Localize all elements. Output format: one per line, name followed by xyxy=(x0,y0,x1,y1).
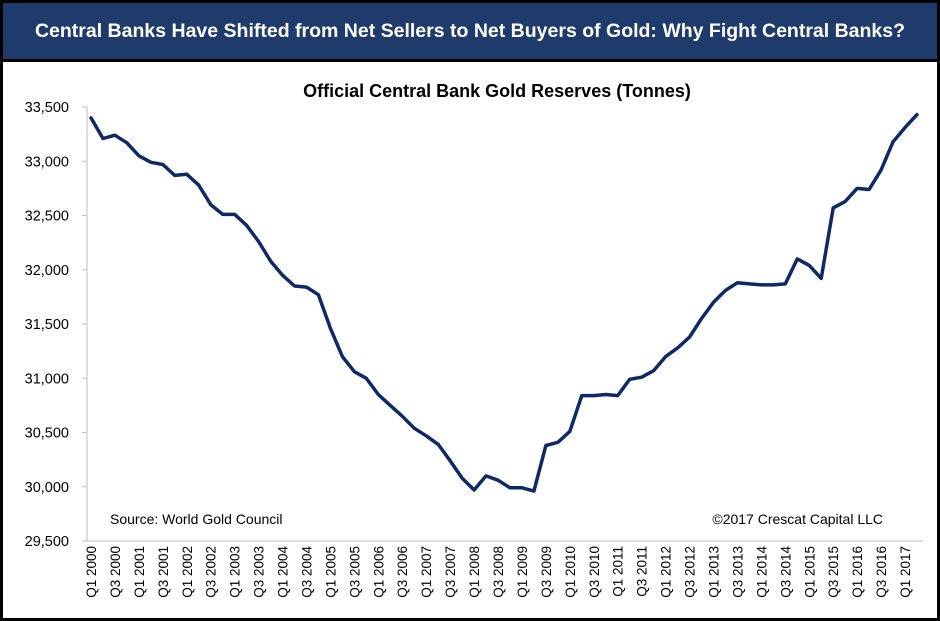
x-tick-label: Q1 2010 xyxy=(563,546,578,598)
x-tick-label: Q1 2005 xyxy=(323,546,338,598)
x-tick-label: Q1 2014 xyxy=(754,546,769,598)
y-tick-label: 30,500 xyxy=(25,426,69,442)
x-tick-label: Q1 2015 xyxy=(802,546,817,598)
series-line-gold-reserves xyxy=(89,112,919,493)
x-tick-label: Q3 2000 xyxy=(108,546,123,598)
x-tick-label: Q1 2006 xyxy=(371,546,386,598)
y-tick-label: 29,500 xyxy=(25,534,69,550)
y-tick-label: 32,500 xyxy=(25,209,69,225)
x-tick-label: Q1 2013 xyxy=(706,546,721,598)
x-tick-label: Q3 2001 xyxy=(156,546,171,598)
x-tick-label: Q3 2002 xyxy=(204,546,219,598)
y-tick-label: 33,500 xyxy=(25,100,69,116)
x-tick-label: Q1 2001 xyxy=(132,546,147,598)
x-tick-label: Q3 2005 xyxy=(347,546,362,598)
line-chart: Official Central Bank Gold Reserves (Ton… xyxy=(25,81,923,598)
source-annotation: Source: World Gold Council xyxy=(110,511,282,527)
x-tick-label: Q1 2008 xyxy=(467,546,482,598)
x-tick-label: Q3 2016 xyxy=(874,546,889,598)
y-axis: 29,500 30,000 30,500 31,000 31,500 32,000 32,5… xyxy=(25,100,88,550)
x-tick-label: Q1 2017 xyxy=(898,546,913,598)
copyright-annotation: ©2017 Crescat Capital LLC xyxy=(712,511,883,527)
x-tick-label: Q1 2012 xyxy=(659,546,674,598)
x-tick-label: Q1 2016 xyxy=(850,546,865,598)
x-tick-label: Q3 2008 xyxy=(491,546,506,598)
x-tick-label: Q1 2004 xyxy=(276,546,291,598)
x-tick-label: Q3 2009 xyxy=(539,546,554,598)
header-title: Central Banks Have Shifted from Net Sell… xyxy=(3,3,937,62)
x-tick-label: Q3 2012 xyxy=(683,546,698,598)
chart-title: Official Central Bank Gold Reserves (Ton… xyxy=(303,81,691,101)
y-tick-label: 33,000 xyxy=(25,154,69,170)
x-tick-label: Q3 2014 xyxy=(778,546,793,598)
x-tick-label: Q3 2007 xyxy=(443,546,458,598)
x-tick-label: Q3 2011 xyxy=(635,546,650,597)
y-tick-label: 30,000 xyxy=(25,480,69,496)
y-tick-label: 31,500 xyxy=(25,317,69,333)
x-tick-label: Q1 2011 xyxy=(611,546,626,597)
x-tick-label: Q1 2003 xyxy=(228,546,243,598)
x-axis: Q1 2000 Q3 2000 Q1 2001 Q3 2001 Q1 2002 Q3 20… xyxy=(84,540,923,598)
x-tick-label: Q3 2004 xyxy=(299,546,314,598)
x-tick-label: Q3 2015 xyxy=(826,546,841,598)
x-tick-label: Q3 2010 xyxy=(587,546,602,598)
x-tick-label: Q1 2000 xyxy=(84,546,99,598)
y-tick-label: 31,000 xyxy=(25,371,69,387)
x-tick-label: Q1 2009 xyxy=(515,546,530,598)
x-tick-label: Q1 2002 xyxy=(180,546,195,598)
x-tick-label: Q3 2006 xyxy=(395,546,410,598)
x-tick-label: Q3 2003 xyxy=(252,546,267,598)
x-tick-label: Q3 2013 xyxy=(730,546,745,598)
x-tick-label: Q1 2007 xyxy=(419,546,434,598)
y-tick-label: 32,000 xyxy=(25,263,69,279)
